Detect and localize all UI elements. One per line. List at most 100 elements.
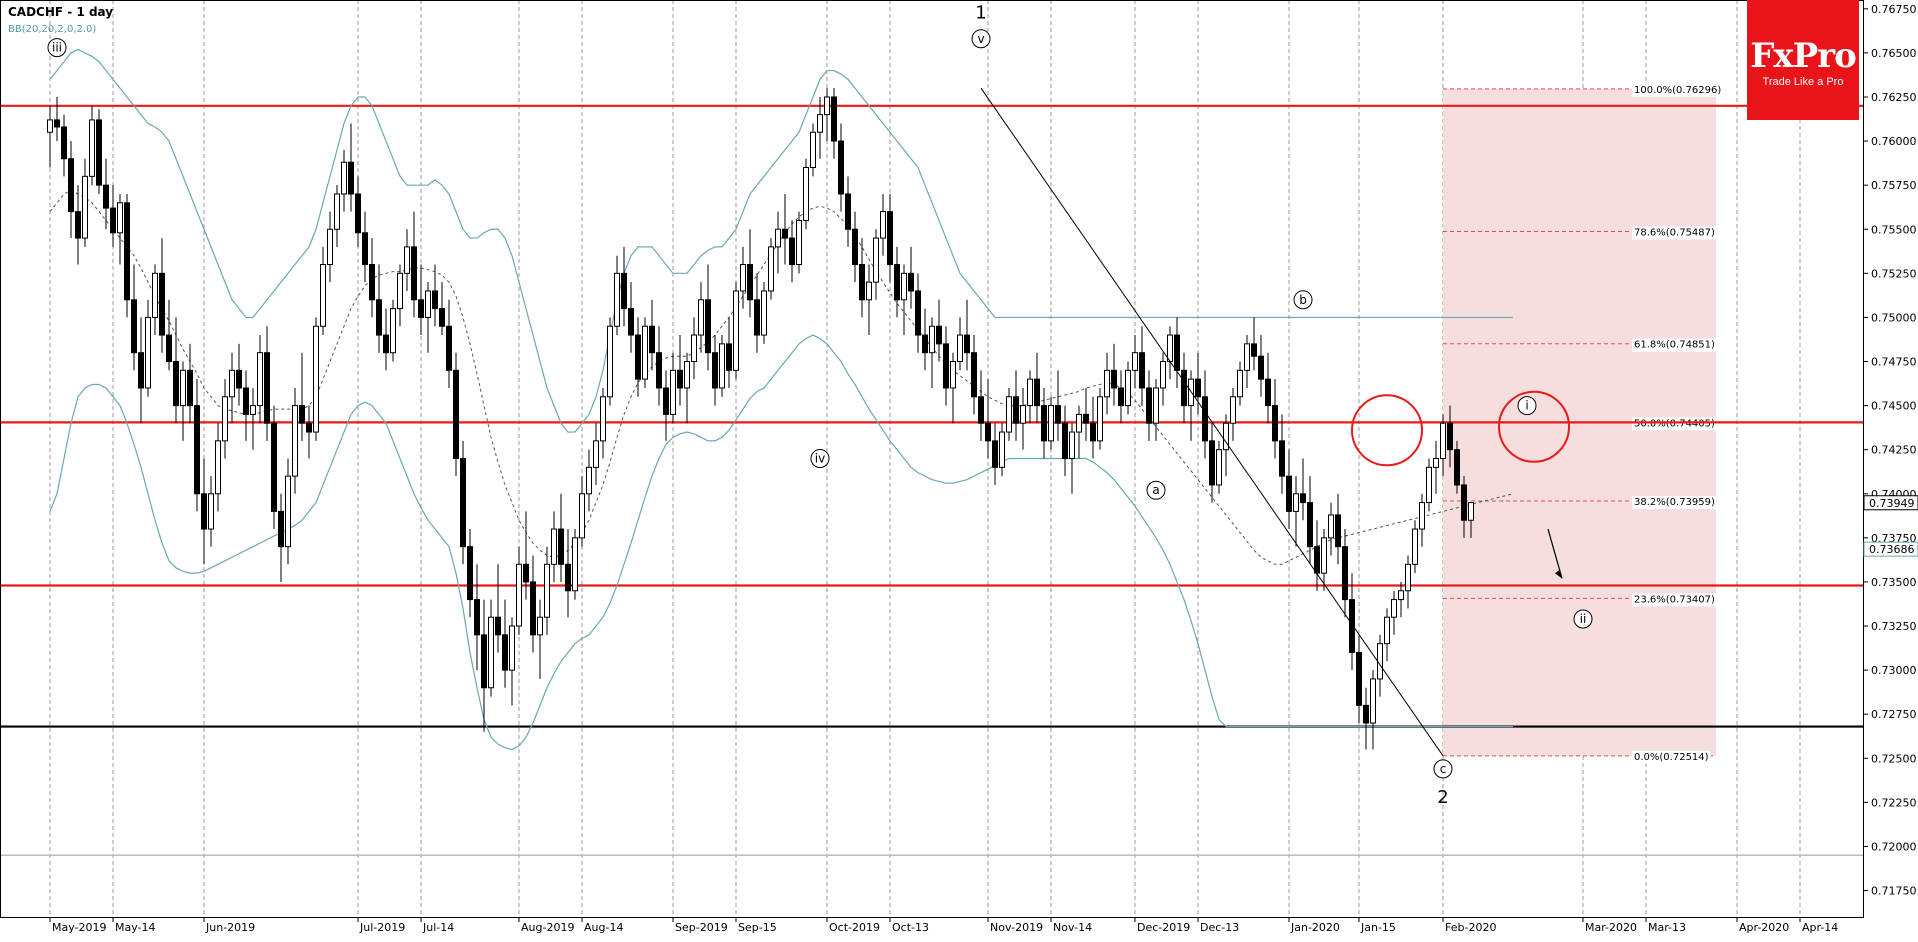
candle-body xyxy=(131,299,137,354)
candle-body xyxy=(425,290,431,318)
x-tick-label: Sep-2019 xyxy=(675,921,728,934)
highlight-circle xyxy=(1498,390,1570,463)
candle-body xyxy=(376,299,382,336)
candle-body xyxy=(166,334,172,363)
candle-body xyxy=(698,299,704,336)
candle-body xyxy=(75,211,81,239)
x-tick-label: Mar-2020 xyxy=(1585,921,1637,934)
candle-body xyxy=(159,272,165,336)
candle-body xyxy=(432,290,438,310)
fib-label-bg xyxy=(1632,495,1718,509)
candle-body xyxy=(551,528,557,565)
candle-body xyxy=(1440,422,1446,460)
candle-body xyxy=(1293,493,1299,512)
x-tick-label: May-14 xyxy=(115,921,156,934)
candle-body xyxy=(670,369,676,415)
candle-body xyxy=(999,431,1005,468)
fib-level-label: 78.6%(0.75487) xyxy=(1634,228,1715,239)
x-tick-label: May-2019 xyxy=(52,921,107,934)
y-tick-label: 0.73000 xyxy=(1871,664,1917,677)
x-tick-label: Jul-2019 xyxy=(359,921,405,934)
candle-body xyxy=(257,352,263,407)
candle-body xyxy=(1426,466,1432,504)
candle-body xyxy=(1195,378,1201,398)
y-tick-label: 0.76500 xyxy=(1871,47,1917,60)
candle-body xyxy=(446,325,452,371)
plot-border xyxy=(0,0,1864,918)
candle-body xyxy=(488,616,494,689)
x-tick-label: Jan-15 xyxy=(1360,921,1396,934)
candle-body xyxy=(817,114,823,133)
candle-body xyxy=(1209,440,1215,486)
fib-label-bg xyxy=(1632,226,1718,240)
x-tick-label: Nov-2019 xyxy=(990,921,1043,934)
candle-body xyxy=(383,334,389,354)
candle-body xyxy=(1118,387,1124,407)
fib-label-bg xyxy=(1632,417,1718,431)
candle-body xyxy=(1244,343,1250,371)
candle-body xyxy=(726,343,732,371)
y-tick-label: 0.73250 xyxy=(1871,620,1917,633)
x-tick-label: Aug-2019 xyxy=(521,921,574,934)
candle-body xyxy=(859,264,865,301)
candle-body xyxy=(1125,369,1131,407)
candle-body xyxy=(334,193,340,230)
x-tick-label: Sep-15 xyxy=(738,921,777,934)
x-tick-label: Apr-2020 xyxy=(1739,921,1789,934)
candle-body xyxy=(985,422,991,442)
candle-body xyxy=(180,369,186,407)
candle-body xyxy=(628,308,634,336)
y-tick-label: 0.75500 xyxy=(1871,223,1917,236)
candle-body xyxy=(1097,396,1103,442)
candle-body xyxy=(1104,369,1110,398)
fib-label-bg xyxy=(1632,750,1711,764)
x-tick-label: Mar-13 xyxy=(1648,921,1686,934)
candle-body xyxy=(418,299,424,318)
candle-body xyxy=(1167,334,1173,363)
candle-body xyxy=(803,167,809,221)
candle-body xyxy=(754,299,760,336)
candle-body xyxy=(411,246,417,301)
candle-body xyxy=(1300,493,1306,504)
candle-body xyxy=(677,369,683,389)
y-tick-label: 0.73500 xyxy=(1871,576,1917,589)
candle-body xyxy=(789,237,795,266)
candle-body xyxy=(481,634,487,689)
candle-body xyxy=(509,625,515,671)
candle-body xyxy=(880,211,886,239)
candle-body xyxy=(1069,431,1075,459)
price-tag: 0.73949 xyxy=(1869,497,1915,510)
candle-body xyxy=(1013,396,1019,424)
candle-body xyxy=(887,211,893,266)
candle-body xyxy=(138,352,144,389)
candle-body xyxy=(971,352,977,398)
candle-body xyxy=(936,325,942,345)
candle-body xyxy=(614,272,620,327)
candle-body xyxy=(544,563,550,618)
candle-body xyxy=(124,202,130,301)
candle-body xyxy=(1314,546,1320,574)
fib-level-label: 38.2%(0.73959) xyxy=(1634,497,1715,508)
candle-body xyxy=(824,96,830,116)
wave-label: b xyxy=(1299,293,1307,307)
candle-body xyxy=(1027,378,1033,407)
y-tick-label: 0.74750 xyxy=(1871,356,1917,369)
candle-body xyxy=(495,616,501,636)
candle-body xyxy=(992,440,998,468)
wave-label-circle xyxy=(47,38,67,58)
wave-label-circle xyxy=(1573,609,1593,629)
candle-body xyxy=(467,546,473,601)
candle-body xyxy=(1181,369,1187,407)
y-tick-label: 0.76000 xyxy=(1871,135,1917,148)
candle-body xyxy=(96,119,102,186)
x-tick-label: Nov-14 xyxy=(1053,921,1092,934)
candle-body xyxy=(1090,422,1096,442)
candle-body xyxy=(1286,475,1292,512)
bollinger-lower xyxy=(49,334,1513,751)
candle-body xyxy=(271,422,277,512)
candle-body xyxy=(460,458,466,548)
candle-body xyxy=(957,334,963,363)
candle-body xyxy=(1223,422,1229,451)
candle-body xyxy=(1111,369,1117,389)
